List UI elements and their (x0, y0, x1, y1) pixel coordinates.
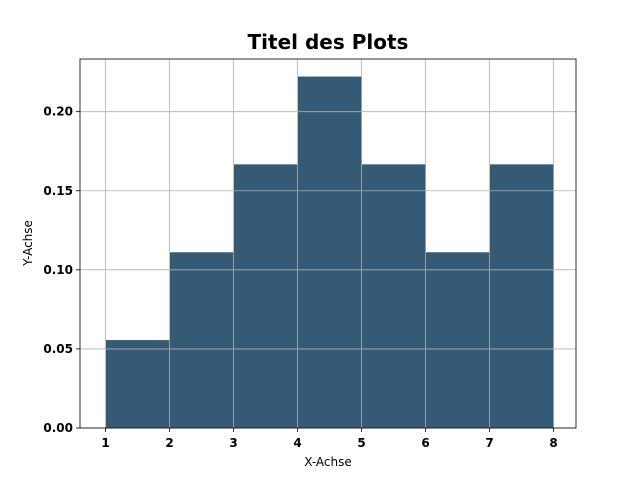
chart-title: Titel des Plots (248, 30, 409, 54)
histogram-bar (425, 252, 490, 428)
x-axis-label: X-Achse (304, 455, 352, 469)
y-tick-label: 0.15 (43, 184, 73, 198)
x-tick-label: 7 (485, 436, 493, 450)
plot-frame (79, 58, 577, 429)
x-tick-label: 3 (229, 436, 237, 450)
histogram-bar (297, 76, 362, 428)
histogram-bar (489, 164, 554, 428)
x-tick-label: 5 (357, 436, 365, 450)
y-tick-label: 0.20 (43, 105, 73, 119)
y-axis-label: Y-Achse (21, 220, 35, 267)
histogram-bar (169, 252, 234, 428)
y-tick-label: 0.10 (43, 263, 73, 277)
y-tick-label: 0.00 (43, 421, 73, 435)
histogram-bar (361, 164, 426, 428)
x-tick-label: 8 (549, 436, 557, 450)
y-tick-label: 0.05 (43, 342, 73, 356)
x-tick-label: 1 (101, 436, 109, 450)
histogram-bar (233, 164, 298, 428)
x-tick-label: 6 (421, 436, 429, 450)
x-tick-label: 2 (165, 436, 173, 450)
x-tick-label: 4 (293, 436, 301, 450)
histogram-bar (105, 340, 170, 428)
